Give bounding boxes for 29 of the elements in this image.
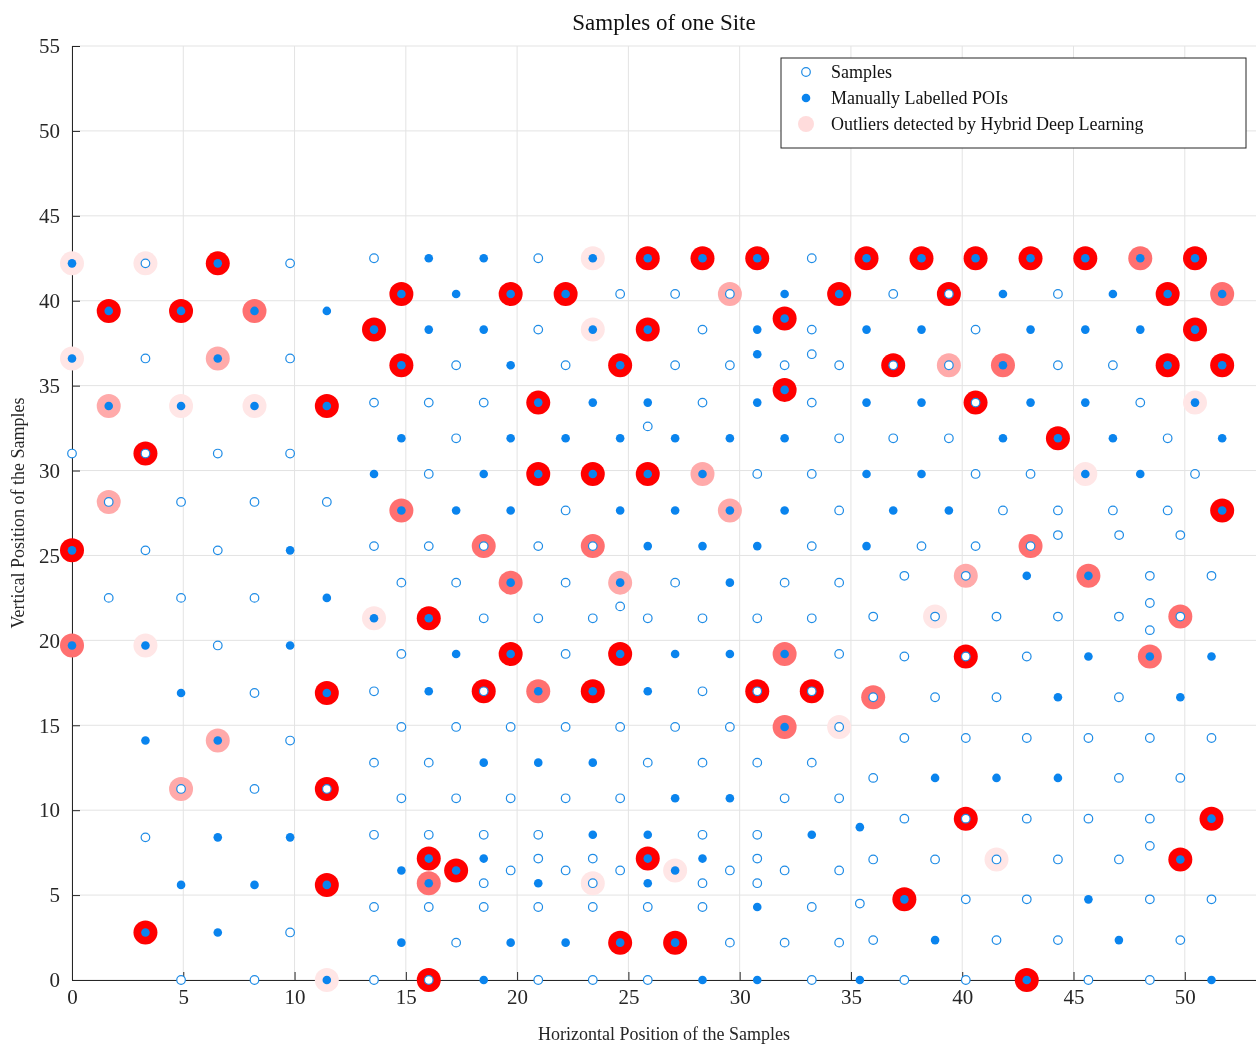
y-tick-label: 45 — [39, 204, 60, 229]
x-tick-label: 30 — [729, 984, 751, 1009]
y-tick-label: 40 — [39, 288, 60, 313]
legend-label: Outliers detected by Hybrid Deep Learning — [831, 114, 1144, 135]
x-tick-label: 35 — [840, 984, 862, 1009]
x-tick-label: 0 — [67, 984, 78, 1009]
x-tick-label: 25 — [618, 984, 640, 1009]
x-tick-label: 20 — [507, 984, 529, 1009]
legend-label: Samples — [831, 62, 892, 83]
y-tick-label: 15 — [39, 713, 60, 738]
y-tick-label: 5 — [49, 883, 60, 908]
y-tick-label: 20 — [39, 628, 60, 653]
x-tick-label: 15 — [395, 984, 417, 1009]
x-tick-label: 45 — [1063, 984, 1085, 1009]
y-tick-label: 50 — [39, 119, 60, 144]
y-tick-label: 35 — [39, 373, 60, 398]
x-tick-label: 50 — [1174, 984, 1196, 1009]
y-tick-label: 10 — [39, 798, 60, 823]
y-tick-label: 25 — [39, 543, 60, 568]
legend-label: Manually Labelled POIs — [831, 88, 1008, 109]
chart-title: Samples of one Site — [572, 10, 756, 35]
x-tick-label: 10 — [284, 984, 306, 1009]
y-tick-label: 55 — [39, 34, 60, 59]
y-axis-title: Vertical Position of the Samples — [8, 397, 28, 629]
y-tick-label: 0 — [49, 968, 60, 993]
x-axis-title: Horizontal Position of the Samples — [538, 1024, 790, 1044]
x-tick-label: 5 — [178, 984, 190, 1009]
x-tick-label: 40 — [952, 984, 974, 1009]
y-tick-label: 30 — [39, 458, 60, 483]
